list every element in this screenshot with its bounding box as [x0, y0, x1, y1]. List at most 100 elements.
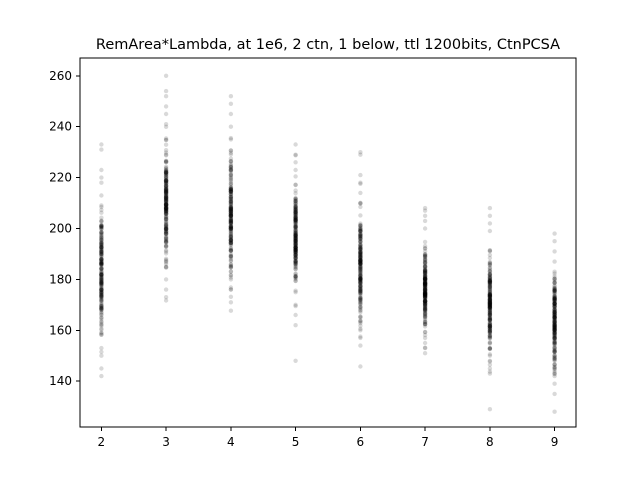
data-point [163, 202, 169, 207]
data-point [358, 259, 363, 265]
data-point [422, 322, 428, 327]
data-point [487, 292, 493, 297]
data-point [422, 280, 428, 285]
data-point [99, 276, 104, 281]
data-point [358, 239, 363, 245]
data-point [422, 299, 428, 304]
data-point [422, 294, 428, 299]
data-point [163, 199, 169, 205]
data-point [99, 373, 104, 379]
data-point [552, 310, 557, 315]
data-point [358, 279, 363, 284]
data-point [293, 256, 298, 261]
data-point [293, 213, 298, 218]
data-point [358, 281, 363, 286]
data-point [552, 328, 557, 333]
data-point [99, 272, 104, 277]
data-point [552, 276, 557, 282]
data-point [163, 232, 169, 237]
data-point [293, 249, 298, 255]
data-point [293, 260, 298, 266]
data-point [552, 301, 557, 306]
data-point [99, 244, 104, 250]
data-point [422, 298, 428, 304]
data-point [99, 304, 104, 309]
data-point [422, 257, 428, 262]
data-point [358, 234, 363, 239]
data-point [163, 200, 169, 205]
data-point [99, 295, 104, 301]
data-point [422, 283, 428, 289]
data-point [487, 280, 493, 286]
data-point [552, 332, 557, 337]
data-point [422, 284, 428, 290]
data-point [487, 322, 493, 327]
data-point [293, 218, 298, 223]
data-point [358, 272, 363, 278]
data-point [228, 172, 234, 178]
data-point [163, 186, 169, 191]
data-point [358, 258, 363, 264]
data-point [99, 305, 104, 310]
data-point [487, 300, 493, 305]
data-point [358, 306, 363, 311]
y-tick-label: 180 [49, 272, 72, 286]
data-point [228, 235, 234, 240]
data-point [228, 217, 234, 223]
data-point [487, 275, 493, 280]
data-point [552, 301, 557, 306]
data-point [487, 284, 493, 290]
data-point [358, 244, 363, 250]
data-point [552, 309, 557, 314]
data-point [422, 280, 428, 285]
data-point [99, 207, 104, 213]
data-point [552, 313, 557, 318]
data-point [99, 270, 104, 275]
data-point [293, 142, 298, 147]
data-point [228, 269, 234, 274]
data-point [228, 189, 234, 195]
data-point [422, 283, 428, 288]
data-point [358, 315, 363, 320]
data-point [487, 288, 493, 293]
data-point [293, 225, 298, 230]
data-point [487, 284, 493, 289]
data-point [293, 302, 298, 307]
data-point [163, 187, 169, 193]
data-point [99, 289, 104, 294]
data-point [228, 187, 234, 192]
data-point [358, 243, 363, 248]
data-point [163, 223, 169, 228]
data-point [487, 336, 493, 341]
data-point [99, 275, 104, 280]
data-point [163, 260, 169, 265]
data-point [487, 290, 493, 295]
data-point [99, 285, 104, 290]
data-point [293, 273, 298, 279]
data-point [293, 231, 298, 236]
data-point [99, 147, 104, 152]
data-point [358, 245, 363, 251]
data-point [422, 281, 428, 286]
data-point [293, 215, 298, 220]
data-point [422, 276, 428, 281]
data-point [358, 307, 363, 313]
data-point [99, 300, 104, 306]
data-point [422, 329, 428, 335]
data-point [228, 187, 234, 192]
data-point [422, 280, 428, 285]
data-point [358, 204, 363, 210]
data-point [487, 269, 493, 274]
data-point [358, 232, 363, 237]
data-point [163, 225, 169, 230]
x-tick-label: 2 [98, 435, 106, 449]
data-point [422, 310, 428, 315]
data-point [163, 202, 169, 207]
data-point [422, 298, 428, 304]
data-point [422, 277, 428, 282]
data-point [99, 204, 104, 210]
data-point [552, 310, 557, 315]
data-point [552, 327, 557, 333]
data-point [228, 238, 234, 243]
data-point [163, 142, 169, 147]
